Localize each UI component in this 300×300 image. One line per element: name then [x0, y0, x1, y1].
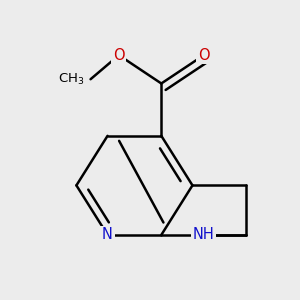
- Text: NH: NH: [193, 227, 215, 242]
- Text: O: O: [198, 48, 210, 63]
- Text: CH$_3$: CH$_3$: [58, 72, 85, 87]
- Text: N: N: [102, 227, 113, 242]
- Text: O: O: [113, 48, 125, 63]
